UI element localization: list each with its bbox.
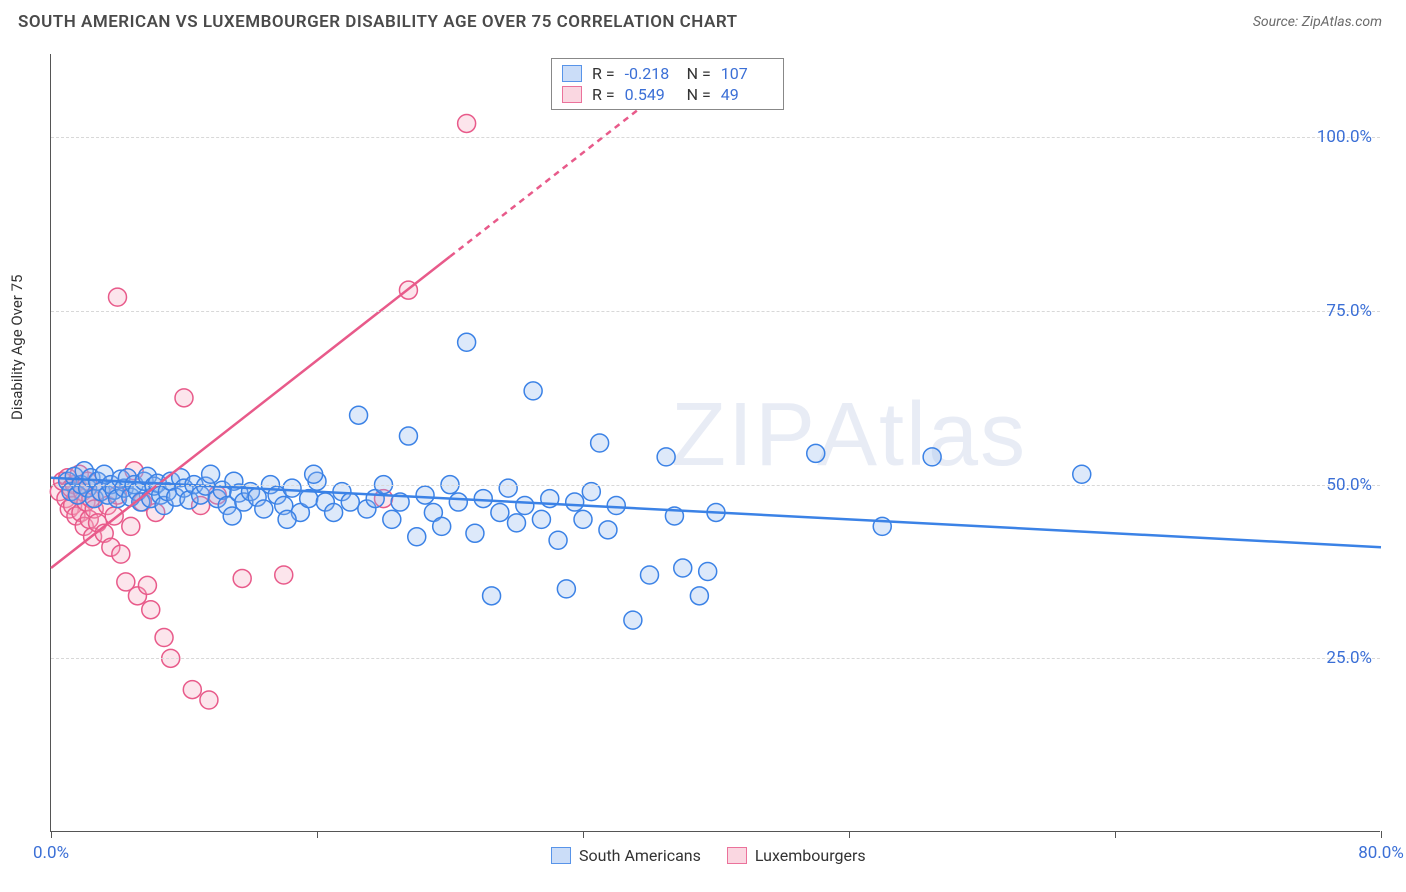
ytick-label: 100.0%	[1317, 127, 1372, 147]
gridline-h	[51, 137, 1380, 138]
corr-N-label-lux: N =	[687, 85, 711, 104]
xtick-label: 0.0%	[33, 843, 69, 863]
corr-legend-row-sa: R = -0.218 N = 107	[562, 63, 773, 84]
scatter-svg	[51, 54, 1380, 831]
swatch-south-americans	[562, 65, 582, 82]
swatch-luxembourgers	[562, 86, 582, 103]
legend-item-luxembourgers: Luxembourgers	[727, 846, 866, 865]
ytick-label: 75.0%	[1326, 301, 1372, 321]
y-axis-label: Disability Age Over 75	[8, 275, 26, 420]
corr-R-label-lux: R =	[592, 85, 615, 104]
corr-N-label-sa: N =	[687, 64, 711, 83]
legend-swatch-sa	[551, 847, 571, 864]
xtick	[583, 831, 584, 838]
xtick	[317, 831, 318, 838]
xtick	[1115, 831, 1116, 838]
legend-swatch-lux	[727, 847, 747, 864]
xtick	[51, 831, 52, 838]
chart-source: Source: ZipAtlas.com	[1253, 14, 1382, 30]
xtick	[849, 831, 850, 838]
corr-N-value-sa: 107	[721, 64, 773, 83]
ytick-label: 50.0%	[1326, 475, 1372, 495]
xtick-label: 80.0%	[1358, 843, 1404, 863]
gridline-h	[51, 311, 1380, 312]
chart-title: SOUTH AMERICAN VS LUXEMBOURGER DISABILIT…	[18, 12, 738, 32]
corr-legend-row-lux: R = 0.549 N = 49	[562, 84, 773, 105]
corr-R-value-lux: 0.549	[625, 85, 677, 104]
xtick	[1381, 831, 1382, 838]
legend-label-sa: South Americans	[579, 846, 701, 865]
corr-N-value-lux: 49	[721, 85, 773, 104]
corr-R-label-sa: R =	[592, 64, 615, 83]
chart-header: SOUTH AMERICAN VS LUXEMBOURGER DISABILIT…	[0, 0, 1406, 40]
gridline-h	[51, 485, 1380, 486]
legend-item-south-americans: South Americans	[551, 846, 701, 865]
legend-label-lux: Luxembourgers	[755, 846, 866, 865]
correlation-legend: R = -0.218 N = 107 R = 0.549 N = 49	[551, 58, 784, 110]
gridline-h	[51, 658, 1380, 659]
corr-R-value-sa: -0.218	[625, 64, 677, 83]
ytick-label: 25.0%	[1326, 648, 1372, 668]
series-legend: South Americans Luxembourgers	[551, 846, 866, 865]
chart-plot-area: ZIPAtlas R = -0.218 N = 107 R = 0.549 N …	[50, 54, 1380, 832]
